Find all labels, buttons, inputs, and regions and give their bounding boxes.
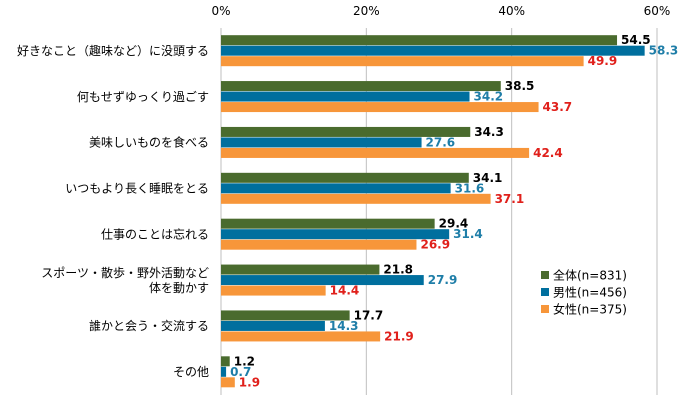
- data-label: 14.4: [330, 284, 360, 298]
- legend-swatch: [541, 288, 549, 296]
- category-label: スポーツ・散歩・野外活動など体を動かす: [41, 265, 209, 295]
- data-label: 49.9: [588, 54, 618, 68]
- bar: [221, 81, 501, 92]
- data-label: 21.9: [384, 329, 414, 343]
- bar: [221, 285, 326, 296]
- data-label: 1.2: [234, 354, 255, 368]
- bar: [221, 264, 380, 275]
- bar: [221, 366, 227, 377]
- data-label: 42.4: [533, 146, 563, 160]
- legend-label: 全体(n=831): [553, 268, 627, 283]
- category-label-line: 何もせずゆっくり過ごす: [77, 89, 209, 104]
- category-label: 美味しいものを食べる: [89, 135, 209, 150]
- bar: [221, 275, 424, 286]
- category-label: その他: [173, 365, 209, 379]
- bar: [221, 356, 230, 367]
- bar: [221, 377, 235, 388]
- bar: [221, 35, 618, 46]
- category-label-line: 好きなこと（趣味など）に没頭する: [17, 43, 209, 58]
- category-label-line: 誰かと会う・交流する: [89, 318, 209, 333]
- legend-label: 女性(n=375): [553, 302, 627, 317]
- data-label: 29.4: [439, 217, 469, 231]
- legend-label: 男性(n=456): [553, 286, 627, 300]
- data-label: 26.9: [420, 238, 450, 252]
- x-tick-label: 60%: [644, 4, 671, 18]
- bar: [221, 229, 450, 240]
- data-label: 38.5: [505, 79, 535, 93]
- data-label: 21.8: [383, 263, 413, 277]
- category-label: 何もせずゆっくり過ごす: [77, 89, 209, 104]
- category-label-line: 美味しいものを食べる: [89, 135, 209, 150]
- category-label-line: 仕事のことは忘れる: [101, 226, 209, 241]
- data-label: 31.6: [455, 181, 485, 195]
- bar: [221, 320, 325, 331]
- category-label-line: その他: [173, 365, 209, 379]
- bar: [221, 193, 491, 204]
- x-axis-ticks: 0% 20% 40% 60%: [211, 4, 670, 18]
- category-label-line: いつもより長く睡眠をとる: [65, 182, 209, 196]
- x-tick-label: 20%: [353, 4, 380, 18]
- x-tick-label: 40%: [498, 4, 525, 18]
- category-label: 好きなこと（趣味など）に没頭する: [17, 43, 209, 58]
- bar: [221, 102, 539, 113]
- category-label-line: スポーツ・散歩・野外活動など: [41, 265, 209, 280]
- bar: [221, 183, 451, 194]
- category-labels: 好きなこと（趣味など）に没頭する何もせずゆっくり過ごす美味しいものを食べるいつも…: [17, 43, 209, 379]
- category-label: 誰かと会う・交流する: [89, 318, 209, 333]
- x-tick-label: 0%: [211, 4, 230, 18]
- bar: [221, 45, 645, 56]
- bars: [221, 35, 645, 388]
- data-label: 54.5: [621, 33, 651, 47]
- data-label: 14.3: [329, 319, 359, 333]
- bar: [221, 91, 470, 102]
- data-label: 17.7: [354, 308, 384, 322]
- data-labels: 54.558.3 49.9 38.534.2 43.7 34.3 27.6 42.4 34.1…: [230, 33, 678, 389]
- data-label: 58.3: [649, 44, 679, 58]
- bar: [221, 239, 417, 250]
- data-label: 43.7: [543, 100, 573, 114]
- bar: [221, 147, 530, 158]
- data-label: 27.6: [426, 135, 456, 149]
- data-label: 31.4: [453, 227, 483, 241]
- category-label: 仕事のことは忘れる: [101, 226, 209, 241]
- bar: [221, 137, 422, 148]
- bar: [221, 172, 469, 183]
- data-label: 1.9: [239, 375, 260, 389]
- data-label: 34.3: [474, 125, 504, 139]
- bar: [221, 218, 435, 229]
- legend: 全体(n=831) 男性(n=456) 女性(n=375): [541, 268, 627, 317]
- data-label: 27.9: [428, 273, 458, 287]
- data-label: 34.1: [473, 171, 503, 185]
- legend-swatch: [541, 271, 549, 279]
- legend-swatch: [541, 305, 549, 313]
- bar: [221, 331, 381, 342]
- category-label-line: 体を動かす: [149, 281, 209, 295]
- data-label: 37.1: [495, 192, 525, 206]
- data-label: 34.2: [474, 90, 504, 104]
- data-label: 0.7: [230, 365, 251, 379]
- bar: [221, 126, 471, 137]
- category-label: いつもより長く睡眠をとる: [65, 182, 209, 196]
- bar: [221, 310, 350, 321]
- bar: [221, 56, 584, 67]
